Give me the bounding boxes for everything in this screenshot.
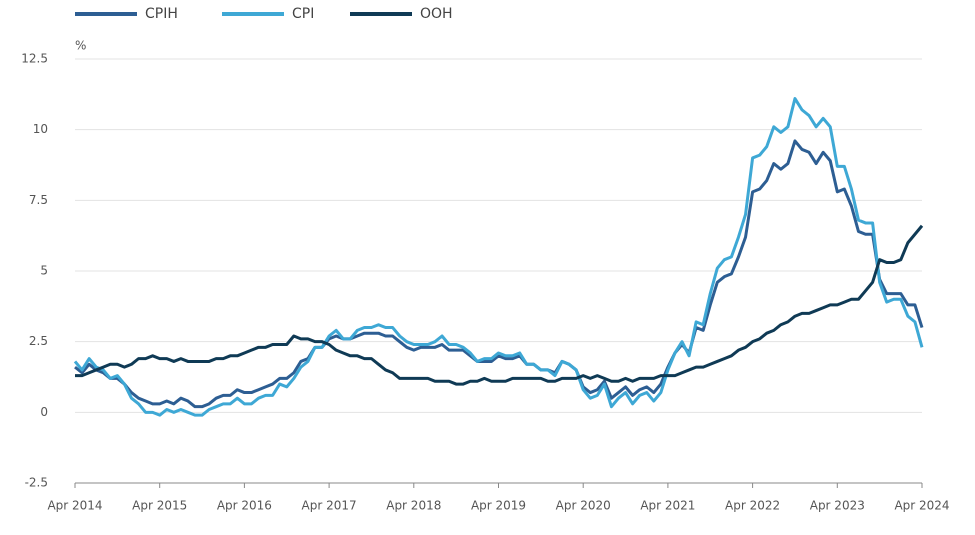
legend-label: CPIH bbox=[145, 6, 178, 22]
x-tick-label: Apr 2016 bbox=[217, 499, 272, 513]
y-tick-label: 2.5 bbox=[29, 334, 48, 348]
series-line bbox=[75, 224, 924, 386]
y-tick-label: 10 bbox=[33, 122, 48, 136]
series-line bbox=[73, 97, 924, 417]
x-tick-label: Apr 2020 bbox=[556, 499, 611, 513]
x-tick-label: Apr 2015 bbox=[132, 499, 187, 513]
x-tick-label: Apr 2019 bbox=[471, 499, 526, 513]
x-tick-label: Apr 2017 bbox=[302, 499, 357, 513]
x-tick-label: Apr 2018 bbox=[386, 499, 441, 513]
y-axis-label: % bbox=[75, 39, 86, 53]
x-tick-label: Apr 2022 bbox=[725, 499, 780, 513]
series-line bbox=[74, 139, 924, 409]
y-tick-label: -2.5 bbox=[25, 476, 48, 490]
y-tick-label: 7.5 bbox=[29, 193, 48, 207]
y-tick-label: 5 bbox=[40, 264, 48, 278]
y-tick-label: 12.5 bbox=[21, 52, 48, 66]
x-tick-label: Apr 2021 bbox=[640, 499, 695, 513]
x-tick-label: Apr 2024 bbox=[894, 499, 949, 513]
y-tick-label: 0 bbox=[40, 405, 48, 419]
legend-label: OOH bbox=[420, 6, 453, 22]
x-tick-label: Apr 2023 bbox=[810, 499, 865, 513]
legend-label: CPI bbox=[292, 6, 314, 22]
x-tick-label: Apr 2014 bbox=[47, 499, 102, 513]
